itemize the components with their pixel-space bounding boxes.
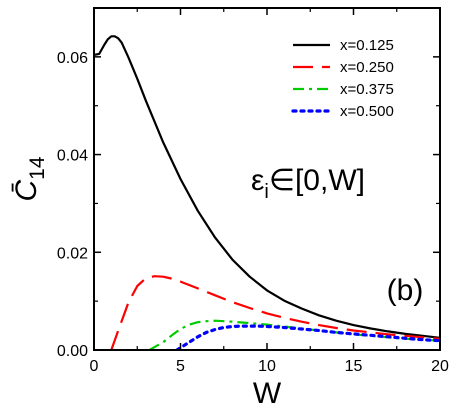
y-axis-title-subscript: 14	[26, 156, 49, 180]
legend-label-3: x=0.375	[340, 81, 394, 98]
x-tick-label: 0	[90, 358, 99, 375]
y-tick-label: 0.04	[57, 148, 88, 165]
epsilon-symbol: ε	[251, 164, 264, 197]
y-axis-title-main: C̄	[10, 180, 43, 202]
epsilon-range: ∈[0,W]	[269, 164, 365, 197]
legend: x=0.125 x=0.250 x=0.375 x=0.500	[291, 37, 394, 120]
series-line-4	[175, 324, 440, 350]
x-axis-title: W	[253, 377, 282, 410]
epsilon-subscript: i	[264, 181, 268, 203]
series-line-3	[148, 319, 440, 350]
legend-label-1: x=0.125	[340, 37, 394, 54]
legend-label-2: x=0.250	[340, 59, 394, 76]
series-layer	[94, 35, 440, 350]
y-tick-label: 0.06	[57, 50, 88, 67]
epsilon-range-annotation: εi∈[0,W]	[251, 164, 365, 203]
ticks-layer: 0 5 10 15 20 0.00 0.02 0.04 0.06	[57, 8, 449, 375]
y-tick-label: 0.00	[57, 343, 88, 360]
series-line-2	[110, 275, 440, 350]
series-line-1	[94, 35, 440, 339]
x-tick-label: 20	[431, 358, 449, 375]
legend-label-4: x=0.500	[340, 103, 394, 120]
x-tick-label: 5	[176, 358, 185, 375]
y-tick-label: 0.02	[57, 245, 88, 262]
x-tick-label: 15	[345, 358, 363, 375]
panel-label: (b)	[387, 274, 424, 307]
y-axis-title: C̄14	[10, 156, 49, 201]
x-tick-label: 10	[258, 358, 276, 375]
